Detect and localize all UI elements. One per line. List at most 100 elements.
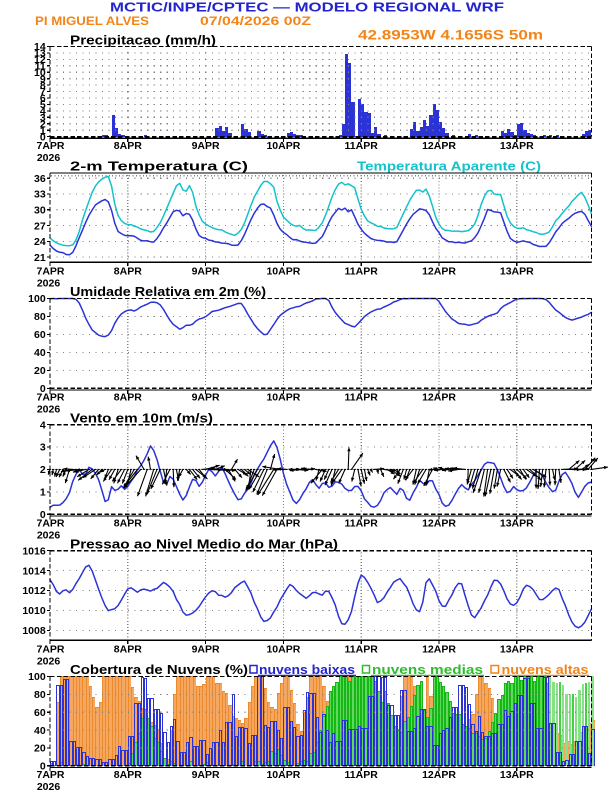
svg-text:1010: 1010 <box>22 605 46 617</box>
svg-text:2: 2 <box>40 118 46 130</box>
svg-text:13APR: 13APR <box>500 392 534 404</box>
svg-text:7: 7 <box>40 86 46 98</box>
svg-text:30: 30 <box>34 205 46 217</box>
svg-text:PI MIGUEL ALVES: PI MIGUEL ALVES <box>35 14 149 28</box>
svg-text:9: 9 <box>40 73 46 85</box>
svg-text:13APR: 13APR <box>500 266 534 278</box>
svg-text:7APR: 7APR <box>36 644 64 656</box>
svg-text:80: 80 <box>34 689 46 701</box>
svg-text:4: 4 <box>40 106 46 118</box>
svg-text:10: 10 <box>34 67 46 79</box>
svg-text:13APR: 13APR <box>500 140 534 152</box>
svg-text:8APR: 8APR <box>114 140 142 152</box>
svg-text:13: 13 <box>34 48 46 60</box>
svg-text:13APR: 13APR <box>500 518 534 530</box>
svg-text:7APR: 7APR <box>36 392 64 404</box>
svg-text:40: 40 <box>34 725 46 737</box>
svg-text:13APR: 13APR <box>500 644 534 656</box>
svg-text:0: 0 <box>40 383 46 395</box>
svg-text:2026: 2026 <box>37 404 61 416</box>
svg-text:7APR: 7APR <box>36 140 64 152</box>
svg-text:Cobertura de Nuvens (%): Cobertura de Nuvens (%) <box>70 663 248 677</box>
svg-text:100: 100 <box>28 671 46 683</box>
svg-text:12APR: 12APR <box>422 392 456 404</box>
svg-text:6: 6 <box>40 93 46 105</box>
svg-text:Precipitacao (mm/h): Precipitacao (mm/h) <box>70 33 216 47</box>
svg-text:11APR: 11APR <box>345 392 379 404</box>
svg-text:3: 3 <box>40 442 46 454</box>
svg-text:21: 21 <box>34 252 46 264</box>
svg-text:11APR: 11APR <box>345 769 379 781</box>
svg-text:11APR: 11APR <box>345 140 379 152</box>
svg-text:Umidade Relativa em 2m (%): Umidade Relativa em 2m (%) <box>70 285 266 299</box>
svg-text:8APR: 8APR <box>114 644 142 656</box>
svg-text:8APR: 8APR <box>114 518 142 530</box>
svg-text:2-m Temperatura (C): 2-m Temperatura (C) <box>70 160 248 174</box>
svg-text:11: 11 <box>35 61 46 73</box>
svg-text:07/04/2026 00Z: 07/04/2026 00Z <box>200 14 311 28</box>
svg-text:14: 14 <box>34 41 46 53</box>
svg-text:9APR: 9APR <box>192 392 220 404</box>
svg-text:4: 4 <box>40 419 46 431</box>
svg-text:20: 20 <box>34 365 46 377</box>
svg-text:2: 2 <box>40 464 46 476</box>
svg-text:7APR: 7APR <box>36 266 64 278</box>
svg-text:5: 5 <box>40 99 46 111</box>
svg-text:12: 12 <box>34 54 46 66</box>
svg-text:10APR: 10APR <box>266 392 300 404</box>
svg-text:20: 20 <box>34 743 46 755</box>
svg-text:10APR: 10APR <box>266 769 300 781</box>
svg-text:60: 60 <box>34 329 46 341</box>
svg-text:2026: 2026 <box>37 278 61 290</box>
svg-text:nuvens medias: nuvens medias <box>372 663 483 677</box>
svg-text:1016: 1016 <box>22 545 46 557</box>
svg-text:1012: 1012 <box>22 585 46 597</box>
svg-text:0: 0 <box>40 761 46 773</box>
svg-text:2026: 2026 <box>37 656 61 668</box>
svg-text:27: 27 <box>34 220 46 232</box>
svg-text:9APR: 9APR <box>192 140 220 152</box>
svg-text:36: 36 <box>34 173 46 185</box>
svg-text:Temperatura Aparente (C): Temperatura Aparente (C) <box>357 160 541 174</box>
svg-text:60: 60 <box>34 707 46 719</box>
svg-text:7APR: 7APR <box>36 769 64 781</box>
svg-text:Vento em 10m (m/s): Vento em 10m (m/s) <box>70 411 213 425</box>
svg-text:12APR: 12APR <box>422 518 456 530</box>
svg-text:nuvens baixas: nuvens baixas <box>259 663 355 677</box>
svg-text:12APR: 12APR <box>422 644 456 656</box>
svg-text:9APR: 9APR <box>192 769 220 781</box>
svg-text:10APR: 10APR <box>266 644 300 656</box>
svg-text:9APR: 9APR <box>192 644 220 656</box>
svg-text:13APR: 13APR <box>500 769 534 781</box>
svg-text:100: 100 <box>28 293 46 305</box>
svg-text:2026: 2026 <box>37 152 61 164</box>
svg-text:10APR: 10APR <box>266 140 300 152</box>
svg-text:2026: 2026 <box>37 781 61 792</box>
svg-text:12APR: 12APR <box>422 266 456 278</box>
svg-text:11APR: 11APR <box>345 266 379 278</box>
svg-text:nuvens altas: nuvens altas <box>502 663 589 677</box>
svg-text:2026: 2026 <box>37 530 61 542</box>
svg-text:9APR: 9APR <box>192 518 220 530</box>
svg-text:0: 0 <box>40 131 46 143</box>
svg-text:1: 1 <box>40 125 46 137</box>
svg-text:24: 24 <box>34 236 46 248</box>
svg-text:8: 8 <box>40 80 46 92</box>
svg-text:1: 1 <box>40 487 46 499</box>
svg-text:3: 3 <box>40 112 46 124</box>
svg-text:12APR: 12APR <box>422 769 456 781</box>
svg-text:1014: 1014 <box>22 565 46 577</box>
svg-text:80: 80 <box>34 311 46 323</box>
svg-text:10APR: 10APR <box>266 266 300 278</box>
svg-text:8APR: 8APR <box>114 769 142 781</box>
svg-text:0: 0 <box>40 509 46 521</box>
svg-text:11APR: 11APR <box>345 518 379 530</box>
svg-text:33: 33 <box>34 189 46 201</box>
svg-text:7APR: 7APR <box>36 518 64 530</box>
svg-text:10APR: 10APR <box>266 518 300 530</box>
svg-text:MCTIC/INPE/CPTEC — MODELO REGI: MCTIC/INPE/CPTEC — MODELO REGIONAL WRF <box>110 0 504 14</box>
svg-text:1008: 1008 <box>22 625 46 637</box>
svg-text:9APR: 9APR <box>192 266 220 278</box>
svg-text:40: 40 <box>34 347 46 359</box>
svg-text:12APR: 12APR <box>422 140 456 152</box>
